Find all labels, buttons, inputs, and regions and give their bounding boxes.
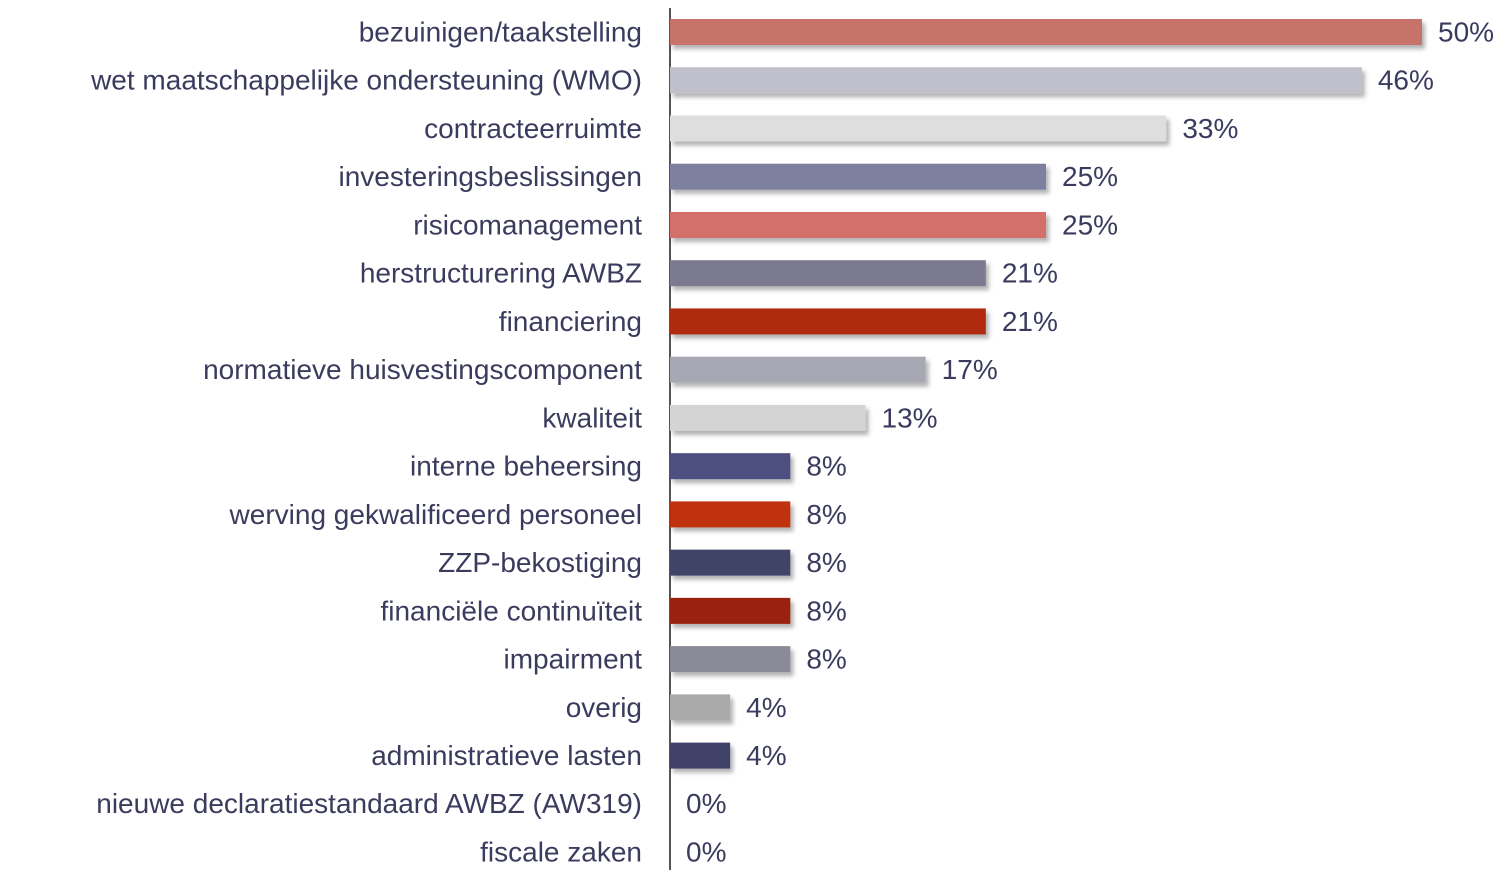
value-label: 13% <box>882 402 938 433</box>
category-label: contracteerruimte <box>424 113 642 144</box>
value-label: 33% <box>1182 113 1238 144</box>
bar <box>670 67 1362 94</box>
category-label: werving gekwalificeerd personeel <box>229 499 642 530</box>
value-label: 46% <box>1378 65 1434 96</box>
value-label: 25% <box>1062 161 1118 192</box>
value-label: 8% <box>806 595 846 626</box>
value-label: 8% <box>806 547 846 578</box>
value-label: 8% <box>806 451 846 482</box>
bar <box>670 163 1046 190</box>
value-label: 4% <box>746 692 786 723</box>
bar <box>670 211 1046 238</box>
value-label: 21% <box>1002 258 1058 289</box>
category-label: nieuwe declaratiestandaard AWBZ (AW319) <box>96 788 642 819</box>
category-label: kwaliteit <box>542 402 642 433</box>
category-label: wet maatschappelijke ondersteuning (WMO) <box>90 65 642 96</box>
category-label: financiering <box>499 306 642 337</box>
value-label: 8% <box>806 644 846 675</box>
category-label: normatieve huisvestingscomponent <box>203 354 642 385</box>
bar <box>670 597 791 624</box>
bar <box>670 356 926 383</box>
category-label: risicomanagement <box>413 209 642 240</box>
category-label: impairment <box>504 644 643 675</box>
category-label: investeringsbeslissingen <box>338 161 642 192</box>
bar <box>670 501 791 528</box>
bar <box>670 453 791 480</box>
bar <box>670 742 731 769</box>
bar <box>670 19 1422 45</box>
value-label: 8% <box>806 499 846 530</box>
bar <box>670 308 986 335</box>
bar <box>670 694 731 721</box>
value-label: 0% <box>686 836 726 867</box>
value-label: 21% <box>1002 306 1058 337</box>
category-label: herstructurering AWBZ <box>360 258 642 289</box>
value-label: 25% <box>1062 209 1118 240</box>
category-label: bezuinigen/taakstelling <box>359 16 642 47</box>
value-label: 17% <box>942 354 998 385</box>
value-label: 0% <box>686 788 726 819</box>
category-label: interne beheersing <box>410 451 642 482</box>
bar <box>670 115 1167 142</box>
bar <box>670 549 791 576</box>
category-label: administratieve lasten <box>371 740 642 771</box>
category-label: financiële continuïteit <box>380 595 642 626</box>
category-label: ZZP-bekostiging <box>438 547 642 578</box>
bar <box>670 260 986 287</box>
value-label: 50% <box>1438 16 1494 47</box>
category-label: fiscale zaken <box>480 836 642 867</box>
category-label: overig <box>566 692 642 723</box>
value-label: 4% <box>746 740 786 771</box>
bar <box>670 646 791 673</box>
bar <box>670 404 866 431</box>
